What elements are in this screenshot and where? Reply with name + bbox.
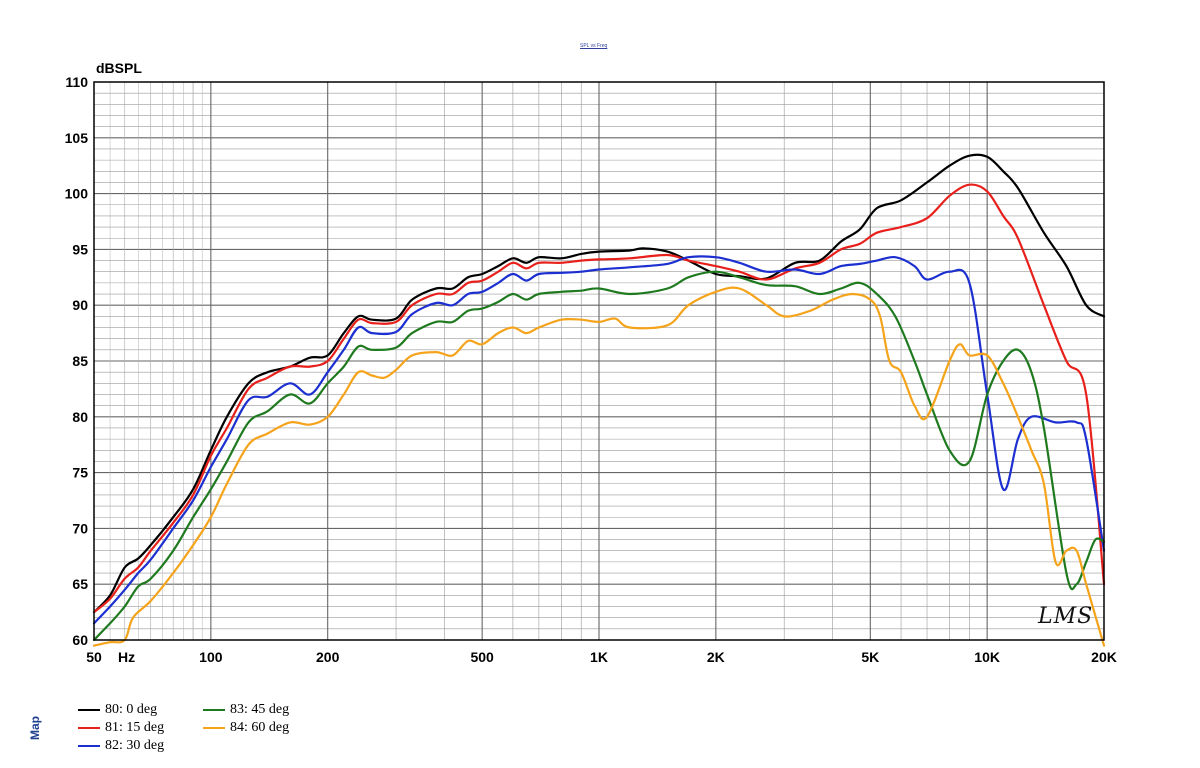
x-tick-label: 200 <box>316 649 340 665</box>
y-tick-label: 100 <box>65 186 89 202</box>
y-tick-label: 110 <box>65 74 88 90</box>
legend-item-45deg: 83: 45 deg <box>203 702 289 718</box>
y-tick-label: 70 <box>72 520 88 536</box>
legend-item-0deg: 80: 0 deg <box>78 702 157 718</box>
legend-item-30deg: 82: 30 deg <box>78 738 164 754</box>
grid-lines <box>94 82 1104 640</box>
legend-swatch-45deg <box>203 709 225 711</box>
series-line-83 <box>92 270 1106 642</box>
side-label-map: Map <box>28 716 42 740</box>
legend-label-30deg: 82: 30 deg <box>105 738 165 753</box>
legend-swatch-60deg <box>203 727 225 729</box>
x-tick-label: 50 <box>86 649 102 665</box>
y-tick-label: 65 <box>72 576 88 592</box>
series-lines <box>92 153 1106 647</box>
x-tick-label: 2K <box>707 649 725 665</box>
chart-title: SPL vs Freq <box>580 43 608 49</box>
legend-label-15deg: 81: 15 deg <box>105 720 165 735</box>
legend-swatch-0deg <box>78 709 100 711</box>
x-tick-label: 20K <box>1091 649 1117 665</box>
x-tick-label: 5K <box>861 649 879 665</box>
x-tick-label: 1K <box>590 649 608 665</box>
legend-item-15deg: 81: 15 deg <box>78 720 164 736</box>
y-tick-labels: 60 65 70 75 80 85 90 95 100 105 110 <box>65 74 89 648</box>
plot-frame <box>93 81 1105 641</box>
x-tick-label: 500 <box>470 649 494 665</box>
y-tick-label: 90 <box>72 297 88 313</box>
x-tick-label: 100 <box>199 649 223 665</box>
y-tick-label: 60 <box>72 632 88 648</box>
y-tick-label: 95 <box>72 241 88 257</box>
y-tick-label: 80 <box>72 409 88 425</box>
legend-swatch-30deg <box>78 745 100 747</box>
series-line-81 <box>92 183 1106 614</box>
lms-watermark: LMS <box>1038 604 1094 629</box>
legend-label-45deg: 83: 45 deg <box>230 702 290 717</box>
x-axis-unit-label: Hz <box>118 649 135 665</box>
legend-label-60deg: 84: 60 deg <box>230 720 290 735</box>
y-axis-label: dBSPL <box>96 60 142 76</box>
legend-swatch-15deg <box>78 727 100 729</box>
series-line-80 <box>92 153 1106 614</box>
y-tick-label: 105 <box>65 130 89 146</box>
series-line-82 <box>92 255 1106 625</box>
legend-label-0deg: 80: 0 deg <box>105 702 158 717</box>
y-tick-label: 85 <box>72 353 88 369</box>
x-tick-labels: 50 100 200 500 1K 2K 5K 10K 20K Hz <box>86 649 1117 665</box>
series-line-84 <box>92 286 1106 647</box>
x-tick-label: 10K <box>974 649 1000 665</box>
y-tick-label: 75 <box>72 465 88 481</box>
legend-item-60deg: 84: 60 deg <box>203 720 289 736</box>
